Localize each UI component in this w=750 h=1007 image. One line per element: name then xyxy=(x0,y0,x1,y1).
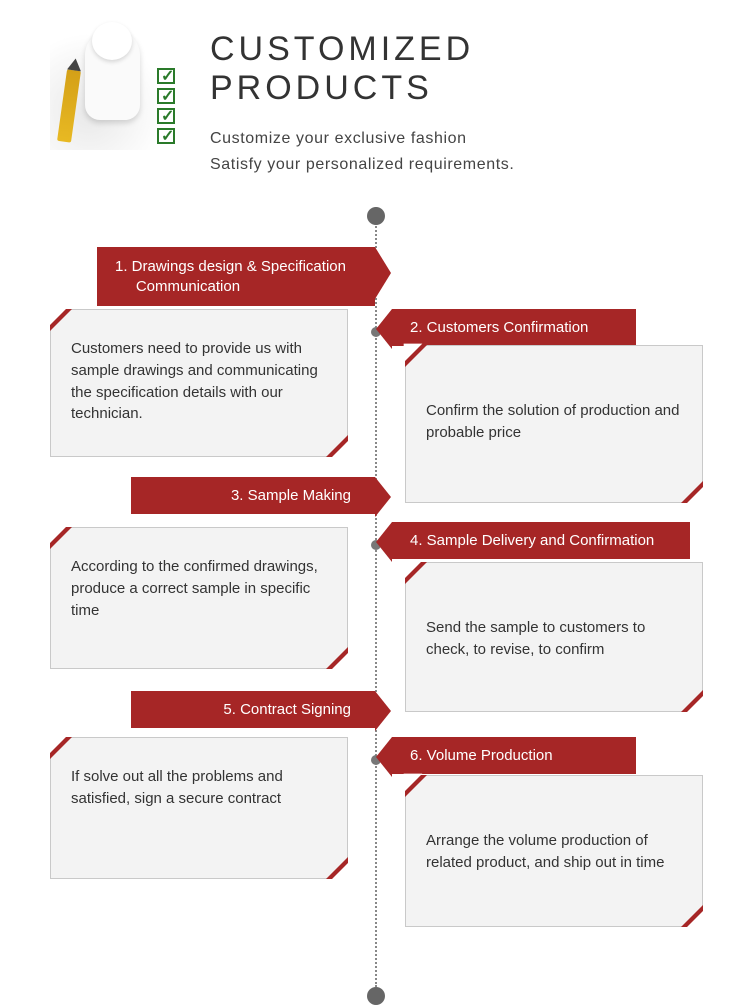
step-label-4: 4. Sample Delivery and Confirmation xyxy=(392,522,690,559)
step-body: According to the confirmed drawings, pro… xyxy=(71,556,327,621)
pencil-icon xyxy=(57,69,81,142)
card-corner-decor xyxy=(404,561,423,580)
card-corner-decor xyxy=(331,652,350,671)
card-corner-decor xyxy=(49,526,68,545)
timeline-endpoint-dot xyxy=(367,987,385,1005)
card-corner-decor xyxy=(331,440,350,459)
card-corner-decor xyxy=(404,344,423,363)
step-label-5: 5. Contract Signing xyxy=(131,691,375,728)
header: CUSTOMIZED PRODUCTS Customize your exclu… xyxy=(0,0,750,187)
mascot-illustration xyxy=(50,20,180,150)
step-label-6: 6. Volume Production xyxy=(392,737,636,774)
card-corner-decor xyxy=(404,774,423,793)
step-body: Confirm the solution of production and p… xyxy=(426,374,682,444)
step-card-1: Customers need to provide us with sample… xyxy=(50,309,348,457)
step-card-4: Send the sample to customers to check, t… xyxy=(405,562,703,712)
step-label-2: 2. Customers Confirmation xyxy=(392,309,636,346)
step-label-3: 3. Sample Making xyxy=(131,477,375,514)
step-card-6: Arrange the volume production of related… xyxy=(405,775,703,927)
step-card-3: According to the confirmed drawings, pro… xyxy=(50,527,348,669)
subtitle-line: Satisfy your personalized requirements. xyxy=(210,152,710,178)
timeline-endpoint-dot xyxy=(367,207,385,225)
header-text: CUSTOMIZED PRODUCTS Customize your exclu… xyxy=(210,20,710,177)
page-title: CUSTOMIZED PRODUCTS xyxy=(210,30,710,108)
step-card-5: If solve out all the problems and satisf… xyxy=(50,737,348,879)
step-body: Customers need to provide us with sample… xyxy=(71,338,327,425)
step-body: Arrange the volume production of related… xyxy=(426,804,682,874)
step-label-1: 1. Drawings design & Specification Commu… xyxy=(97,247,375,306)
card-corner-decor xyxy=(49,308,68,327)
card-corner-decor xyxy=(49,736,68,755)
card-corner-decor xyxy=(686,910,705,929)
subtitle-line: Customize your exclusive fashion xyxy=(210,126,710,152)
timeline: 1. Drawings design & Specification Commu… xyxy=(0,197,750,1007)
step-card-2: Confirm the solution of production and p… xyxy=(405,345,703,503)
checklist-icon xyxy=(157,68,175,144)
step-body: Send the sample to customers to check, t… xyxy=(426,591,682,661)
card-corner-decor xyxy=(331,862,350,881)
step-body: If solve out all the problems and satisf… xyxy=(71,766,327,810)
card-corner-decor xyxy=(686,695,705,714)
card-corner-decor xyxy=(686,486,705,505)
